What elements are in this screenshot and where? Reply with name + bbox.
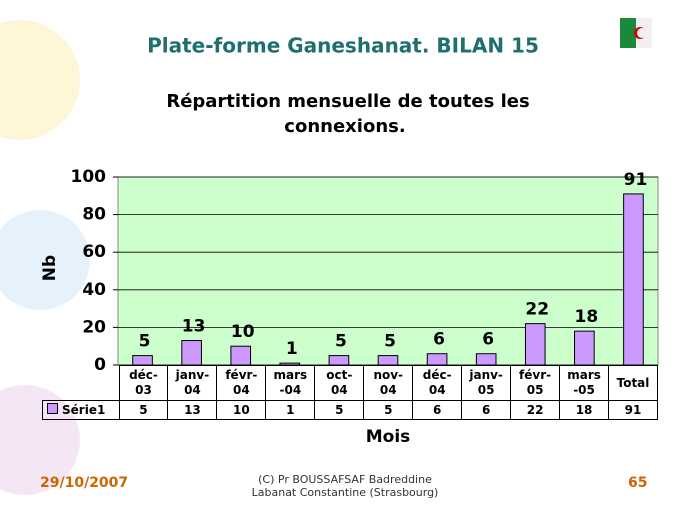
data-label: 1 bbox=[286, 339, 298, 359]
data-label: 10 bbox=[231, 322, 255, 342]
table-value: 18 bbox=[559, 400, 610, 420]
table-value: 5 bbox=[363, 400, 414, 420]
table-value: 22 bbox=[510, 400, 561, 420]
bar bbox=[181, 340, 202, 366]
table-corner bbox=[42, 365, 120, 401]
table-value: 91 bbox=[608, 400, 658, 420]
table-value: 5 bbox=[118, 400, 169, 420]
y-axis-label: Nb bbox=[40, 255, 60, 281]
x-axis-label: Mois bbox=[366, 427, 411, 447]
bar bbox=[475, 353, 497, 366]
table-value: 1 bbox=[265, 400, 316, 420]
data-label: 22 bbox=[525, 300, 549, 320]
category-row: déc-03 janv-04 févr-04 mars-04 oct-04 nov-04 d… bbox=[42, 365, 658, 401]
data-label: 13 bbox=[182, 317, 206, 337]
table-value: 6 bbox=[461, 400, 512, 420]
x-tick-label: mars-04 bbox=[265, 365, 316, 401]
data-label: 6 bbox=[482, 330, 494, 350]
y-tick-label: 60 bbox=[82, 242, 106, 262]
y-tick-label: 40 bbox=[82, 280, 106, 300]
data-label: 18 bbox=[575, 307, 599, 327]
data-table: déc-03 janv-04 févr-04 mars-04 oct-04 nov-04 d… bbox=[42, 365, 658, 420]
bar bbox=[279, 362, 301, 366]
x-tick-label: nov-04 bbox=[363, 365, 414, 401]
bar bbox=[574, 330, 595, 366]
credit-line: (C) Pr BOUSSAFSAF Badreddine bbox=[258, 473, 432, 486]
slide-title: Plate-forme Ganeshanat. BILAN 15 bbox=[147, 34, 539, 58]
table-value: 6 bbox=[412, 400, 463, 420]
data-label: 5 bbox=[335, 332, 347, 352]
decor bbox=[0, 20, 80, 140]
footer-date: 29/10/2007 bbox=[40, 475, 129, 491]
bar bbox=[230, 345, 252, 366]
bar bbox=[524, 323, 546, 366]
bar bbox=[377, 355, 399, 366]
y-tick-label: 100 bbox=[71, 167, 107, 187]
data-label: 6 bbox=[433, 330, 445, 350]
legend-entry: Série1 bbox=[42, 400, 120, 420]
x-tick-label: déc-03 bbox=[118, 365, 169, 401]
x-tick-label: janv-04 bbox=[167, 365, 218, 401]
data-label: 5 bbox=[139, 332, 151, 352]
bar bbox=[132, 355, 153, 366]
x-tick-label: déc-04 bbox=[412, 365, 463, 401]
x-tick-label: mars-05 bbox=[559, 365, 610, 401]
plot-area bbox=[117, 176, 659, 366]
data-label: 5 bbox=[384, 332, 396, 352]
credit-line: Labanat Constantine (Strasbourg) bbox=[251, 486, 439, 499]
decor bbox=[0, 210, 90, 310]
legend-label: Série1 bbox=[62, 402, 106, 417]
x-tick-label: févr-04 bbox=[216, 365, 267, 401]
x-tick-label: oct-04 bbox=[314, 365, 365, 401]
x-tick-label: janv-05 bbox=[461, 365, 512, 401]
data-label: 91 bbox=[624, 170, 648, 190]
bar bbox=[426, 353, 448, 366]
series-row: Série1 5 13 10 1 5 5 6 6 22 18 91 bbox=[42, 400, 658, 420]
x-tick-label: févr-05 bbox=[510, 365, 561, 401]
legend-swatch bbox=[47, 402, 58, 414]
bar bbox=[623, 193, 644, 366]
page-number: 65 bbox=[628, 475, 648, 491]
x-tick-label: Total bbox=[608, 365, 658, 401]
y-tick-label: 80 bbox=[82, 205, 106, 225]
table-value: 5 bbox=[314, 400, 365, 420]
table-value: 10 bbox=[216, 400, 267, 420]
bar bbox=[328, 355, 350, 366]
chart-title: Répartition mensuelle de toutes les conne… bbox=[166, 91, 529, 137]
y-tick-label: 20 bbox=[82, 317, 106, 337]
flag bbox=[620, 18, 652, 48]
table-value: 13 bbox=[167, 400, 218, 420]
footer-credit: (C) Pr BOUSSAFSAF Badreddine Labanat Con… bbox=[200, 473, 490, 499]
